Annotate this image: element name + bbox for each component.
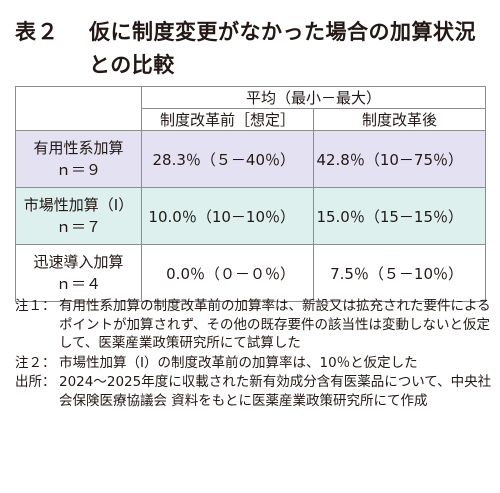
note-label: 注１：	[15, 298, 56, 314]
row-label-count: ｎ＝７	[55, 218, 101, 236]
header-average: 平均（最小－最大）	[140, 86, 487, 109]
note-text: 有用性系加算の制度改革前の加算率は、新設又は拡充された要件によるポイントが加算さ…	[59, 298, 491, 351]
cell-before: 0.0％（０－０％）	[141, 244, 314, 302]
row-label-name: 有用性系加算	[33, 139, 124, 157]
row-label-name: 迅速導入加算	[33, 253, 124, 271]
table-title: 表２ 仮に制度変更がなかった場合の加算状況との比較	[15, 16, 493, 82]
row-label: 迅速導入加算 ｎ＝４	[15, 244, 142, 302]
header-before: 制度改革前［想定］	[141, 108, 314, 131]
note-1: 注１： 有用性系加算の制度改革前の加算率は、新設又は拡充された要件によるポイント…	[15, 297, 493, 353]
table-number: 表２	[15, 20, 59, 44]
cell-before: 28.3％（５－40％）	[141, 130, 314, 188]
table-row: 有用性系加算 ｎ＝９ 28.3％（５－40％） 42.8％（10－75％）	[15, 130, 487, 188]
corner-cell	[15, 86, 142, 131]
comparison-table: 平均（最小－最大） 制度改革前［想定］ 制度改革後 有用性系加算 ｎ＝９ 28.…	[15, 86, 487, 302]
note-text: 市場性加算（Ⅰ）の制度改革前の加算率は、10％と仮定した	[59, 354, 418, 371]
header-after: 制度改革後	[312, 108, 487, 131]
row-label-name: 市場性加算（Ⅰ）	[23, 196, 134, 214]
note-2: 注２： 市場性加算（Ⅰ）の制度改革前の加算率は、10％と仮定した	[15, 354, 493, 373]
note-text: 2024～2025年度に収載された新有効成分含有医薬品について、中央社会保険医療…	[59, 374, 492, 409]
cell-after: 42.8％（10－75％）	[312, 130, 487, 188]
table-row: 迅速導入加算 ｎ＝４ 0.0％（０－０％） 7.5％（５－10％）	[15, 244, 487, 302]
cell-after: 7.5％（５－10％）	[312, 244, 487, 302]
cell-before: 10.0％（10－10％）	[141, 187, 314, 245]
note-label: 出所：	[15, 374, 56, 390]
table-notes: 注１： 有用性系加算の制度改革前の加算率は、新設又は拡充された要件によるポイント…	[15, 297, 493, 411]
header-row-average: 平均（最小－最大）	[15, 86, 487, 131]
source-note: 出所： 2024～2025年度に収載された新有効成分含有医薬品について、中央社会…	[15, 373, 493, 410]
row-label-count: ｎ＝９	[55, 161, 101, 179]
note-label: 注２：	[15, 354, 56, 371]
table-caption: 仮に制度変更がなかった場合の加算状況との比較	[89, 20, 476, 77]
row-label: 有用性系加算 ｎ＝９	[15, 130, 142, 188]
cell-after: 15.0％（15－15％）	[312, 187, 487, 245]
row-label-count: ｎ＝４	[55, 275, 101, 293]
table-row: 市場性加算（Ⅰ） ｎ＝７ 10.0％（10－10％） 15.0％（15－15％）	[15, 187, 487, 245]
row-label: 市場性加算（Ⅰ） ｎ＝７	[15, 187, 142, 245]
